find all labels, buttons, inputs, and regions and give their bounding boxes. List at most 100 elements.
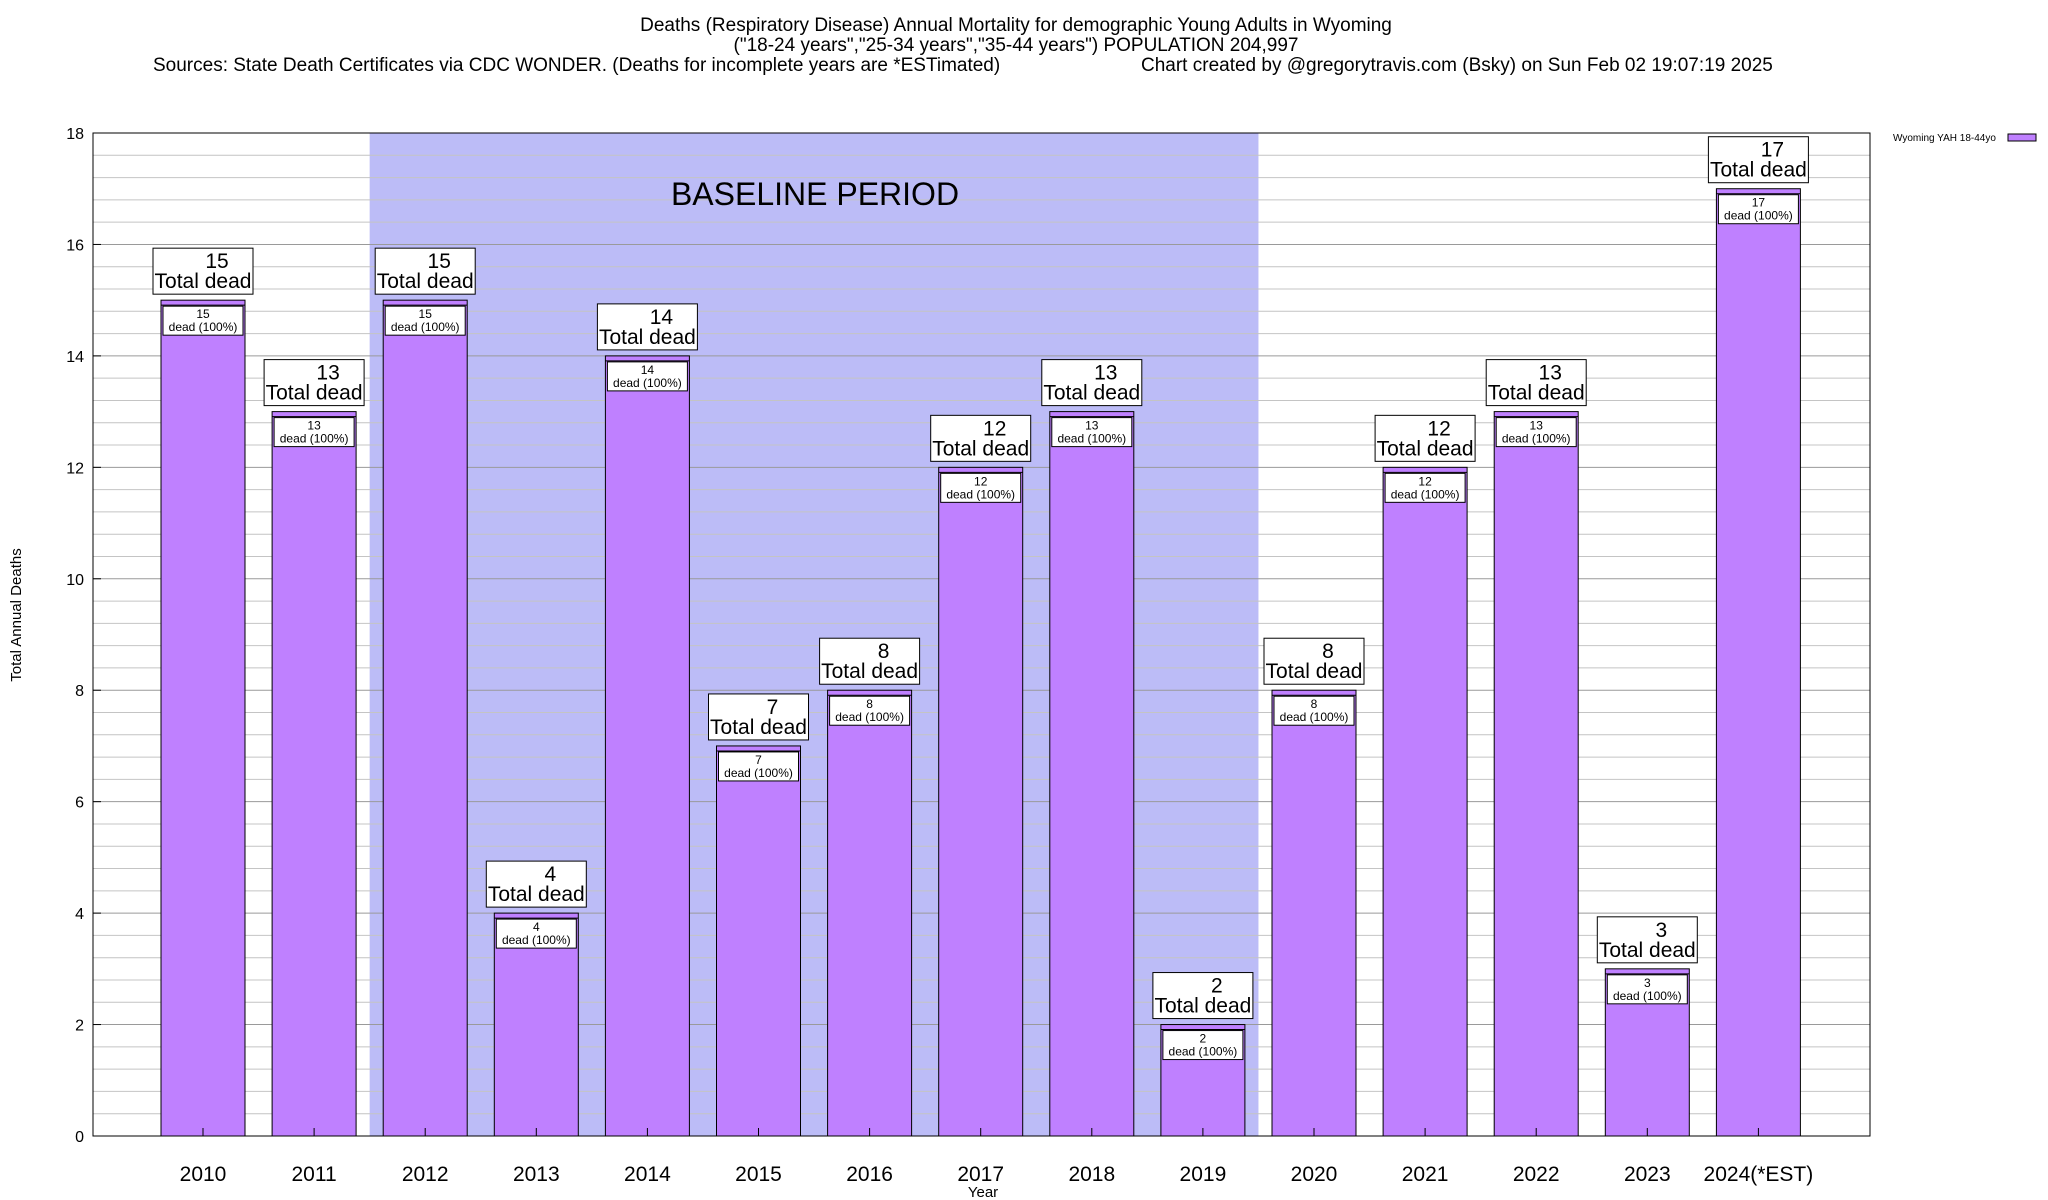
total-label-value: 4 (544, 863, 556, 886)
inner-label-text: dead (100%) (1613, 989, 1682, 1003)
bar (382, 299, 468, 1137)
total-label-text: Total dead (1377, 437, 1474, 460)
inner-label-value: 14 (641, 363, 655, 377)
bar (160, 299, 246, 1137)
x-tick-label: 2018 (1068, 1163, 1115, 1186)
total-label-box (708, 693, 809, 741)
total-label-box (1263, 637, 1365, 685)
total-label-box (485, 860, 587, 908)
x-axis-label: Year (968, 1184, 998, 1200)
inner-label-value: 12 (1418, 474, 1432, 488)
inner-label-box (1606, 974, 1688, 1005)
x-tick-label: 2016 (846, 1163, 893, 1186)
inner-label-box (273, 417, 355, 448)
inner-label-box (384, 305, 466, 336)
total-label-value: 8 (1322, 640, 1334, 663)
x-tick-label: 2012 (402, 1163, 449, 1186)
x-tick-label: 2022 (1513, 1163, 1560, 1186)
inner-label-value: 3 (1644, 976, 1651, 990)
inner-label-value: 13 (307, 419, 321, 433)
total-label-value: 13 (316, 362, 339, 385)
inner-label-box (940, 472, 1022, 503)
inner-label-text: dead (100%) (502, 933, 571, 947)
legend-entry-label: Wyoming YAH 18-44yo (1893, 133, 1996, 144)
bar (493, 912, 579, 1137)
plot-frame (92, 132, 1871, 1137)
inner-label-value: 13 (1530, 419, 1544, 433)
inner-label-box (718, 751, 799, 782)
inner-label-box (1495, 417, 1577, 448)
inner-label-value: 8 (1311, 697, 1318, 711)
bar (271, 411, 357, 1137)
bar (1493, 411, 1579, 1137)
total-label-text: Total dead (599, 326, 696, 349)
inner-label-text: dead (100%) (835, 710, 904, 724)
inner-label-text: dead (100%) (946, 487, 1015, 501)
total-label-text: Total dead (1710, 159, 1807, 182)
chart-source: Sources: State Death Certificates via CD… (153, 55, 1000, 76)
inner-label-value: 8 (866, 697, 873, 711)
x-tick-label: 2017 (957, 1163, 1004, 1186)
inner-label-text: dead (100%) (613, 376, 682, 390)
inner-label-box (829, 695, 911, 726)
y-tick-label: 14 (66, 349, 84, 366)
inner-label-value: 12 (974, 474, 988, 488)
inner-label-box (1051, 417, 1133, 448)
inner-label-value: 4 (533, 920, 540, 934)
total-label-text: Total dead (266, 382, 363, 405)
bar (1715, 188, 1801, 1137)
y-tick-label: 2 (75, 1018, 84, 1035)
total-label-box (152, 247, 254, 295)
x-tick-label: 2010 (180, 1163, 227, 1186)
inner-label-text: dead (100%) (1169, 1045, 1238, 1059)
axes: 0 2 4 6 8 10 12 14 16 18 2010 2011 2012 2013 2014 2015 2… (66, 126, 1871, 1186)
legend-swatch (2007, 133, 2037, 142)
inner-label-text: dead (100%) (1057, 432, 1126, 446)
total-label-value: 15 (205, 250, 228, 273)
inner-label-text: dead (100%) (391, 320, 460, 334)
total-label-box (1041, 359, 1143, 407)
total-label-box (1596, 916, 1698, 964)
total-label-box (374, 247, 476, 295)
total-label-text: Total dead (710, 716, 807, 739)
inner-label-text: dead (100%) (1502, 432, 1571, 446)
total-label-value: 8 (878, 640, 890, 663)
x-tick-label: 2014 (624, 1163, 671, 1186)
chart-subtitle: ("18-24 years","25-34 years","35-44 year… (734, 35, 1299, 56)
total-label-value: 12 (983, 417, 1006, 440)
total-label-text: Total dead (932, 437, 1029, 460)
total-label-value: 7 (767, 696, 779, 719)
total-label-value: 14 (650, 306, 674, 329)
bar (1382, 466, 1468, 1137)
inner-label-box (162, 305, 244, 336)
x-tick-label: 2021 (1402, 1163, 1449, 1186)
total-label-text: Total dead (1599, 939, 1696, 962)
total-label-text: Total dead (1266, 660, 1363, 683)
total-label-text: Total dead (1488, 382, 1585, 405)
total-label-text: Total dead (377, 270, 474, 293)
x-tick-label: 2015 (735, 1163, 782, 1186)
inner-label-text: dead (100%) (1724, 209, 1793, 223)
total-label-value: 2 (1211, 975, 1223, 998)
inner-label-value: 17 (1752, 196, 1766, 210)
inner-label-box (495, 918, 577, 949)
total-label-box (1707, 136, 1809, 184)
y-tick-label: 12 (66, 460, 84, 477)
y-tick-label: 10 (66, 572, 84, 589)
y-tick-label: 6 (75, 795, 84, 812)
total-label-text: Total dead (488, 883, 585, 906)
inner-label-value: 2 (1200, 1032, 1207, 1046)
y-tick-label: 8 (75, 683, 84, 700)
x-tick-label: 2020 (1291, 1163, 1338, 1186)
total-label-value: 13 (1539, 362, 1562, 385)
total-label-text: Total dead (821, 660, 918, 683)
total-label-box (596, 303, 698, 351)
total-label-value: 17 (1761, 139, 1784, 162)
bar (827, 689, 913, 1137)
inner-label-box (1162, 1030, 1244, 1061)
baseline-period-label: BASELINE PERIOD (671, 176, 959, 212)
inner-label-box (606, 361, 688, 392)
x-tick-label: 2011 (292, 1163, 337, 1186)
bar (1271, 689, 1357, 1137)
total-label-box (1152, 972, 1254, 1020)
